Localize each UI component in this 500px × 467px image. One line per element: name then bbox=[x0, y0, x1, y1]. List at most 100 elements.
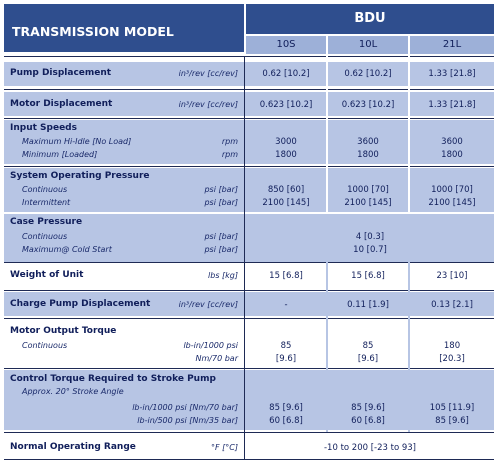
unit: rpm bbox=[221, 150, 238, 159]
column-header-10l: 10L bbox=[358, 39, 378, 50]
unit: in³/rev [cc/rev] bbox=[178, 300, 238, 309]
table-row-band bbox=[4, 62, 494, 86]
value-cell: 0.623 [10.2] bbox=[341, 100, 395, 110]
unit: psi [bar] bbox=[204, 232, 238, 241]
value-cell: 85 bbox=[362, 341, 374, 351]
column-header-cell bbox=[410, 36, 494, 54]
rule bbox=[4, 368, 494, 369]
unit: lb-in/1000 psi [Nm/70 bar] bbox=[132, 403, 238, 412]
model-label: TRANSMISSION MODEL bbox=[12, 24, 174, 39]
value-cell: 180 bbox=[443, 341, 461, 351]
table-row-band bbox=[4, 168, 494, 212]
sublabel: Approx. 20° Stroke Angle bbox=[22, 387, 124, 396]
series-label: BDU bbox=[354, 11, 386, 26]
table-row-band bbox=[4, 292, 494, 316]
value-cell: 3600 bbox=[357, 137, 379, 147]
sublabel: Maximum Hi-Idle [No Load] bbox=[22, 137, 132, 146]
rule bbox=[4, 56, 494, 57]
column-header-10s: 10S bbox=[276, 39, 296, 50]
sublabel: Intermittent bbox=[22, 198, 71, 207]
row-label-charge-pump: Charge Pump Displacement bbox=[10, 299, 151, 309]
unit: °F [°C] bbox=[211, 443, 238, 452]
unit-pump-displacement: in³/rev [cc/rev] bbox=[178, 69, 238, 78]
value-cell: [9.6] bbox=[275, 354, 297, 364]
value-cell: 2100 [145] bbox=[428, 198, 476, 208]
value-cell: 1800 bbox=[357, 150, 379, 160]
table-row-band bbox=[4, 214, 494, 262]
value-cell: [20.3] bbox=[439, 354, 465, 364]
unit: psi [bar] bbox=[204, 198, 238, 207]
row-label-motor-displacement: Motor Displacement bbox=[10, 99, 113, 109]
unit: rpm bbox=[221, 137, 238, 146]
row-label-system-pressure: System Operating Pressure bbox=[10, 171, 150, 181]
row-label-weight: Weight of Unit bbox=[10, 270, 84, 280]
value-cell: 1.33 [21.8] bbox=[428, 100, 476, 110]
value-cell: 0.11 [1.9] bbox=[347, 300, 389, 310]
spec-table: TRANSMISSION MODEL BDU 10S 10L 21L Pump … bbox=[4, 4, 494, 460]
value-cell: 850 [60] bbox=[267, 185, 305, 195]
value-cell: - bbox=[284, 300, 288, 310]
value-cell: 60 [6.8] bbox=[351, 416, 385, 426]
column-divider bbox=[326, 262, 328, 432]
value-cell: 85 [9.6] bbox=[435, 416, 469, 426]
column-divider bbox=[408, 56, 410, 214]
value-cell: 85 bbox=[280, 341, 292, 351]
model-header-cell bbox=[4, 4, 244, 52]
table-row-band bbox=[4, 434, 494, 460]
row-label-pump-displacement: Pump Displacement bbox=[10, 68, 112, 78]
value-cell: 85 [9.6] bbox=[351, 403, 385, 413]
row-label-motor-torque: Motor Output Torque bbox=[10, 326, 117, 336]
value-cell: [9.6] bbox=[357, 354, 379, 364]
column-header-cell bbox=[328, 36, 408, 54]
value-cell: 0.62 [10.2] bbox=[344, 69, 392, 79]
value-cell: 0.13 [2.1] bbox=[431, 300, 473, 310]
rule bbox=[4, 89, 494, 90]
column-divider bbox=[408, 262, 410, 432]
value-cell: 0.62 [10.2] bbox=[262, 69, 310, 79]
value-cell: 3600 bbox=[441, 137, 463, 147]
table-row-band bbox=[4, 370, 494, 430]
rule bbox=[4, 318, 494, 319]
value-cell: 23 [10] bbox=[436, 271, 468, 281]
table-row-band bbox=[4, 92, 494, 116]
table-row-band bbox=[4, 262, 494, 288]
sublabel: Continuous bbox=[22, 185, 68, 194]
value-cell: 15 [6.8] bbox=[351, 271, 385, 281]
unit: lbs [kg] bbox=[208, 271, 238, 280]
column-divider bbox=[244, 56, 245, 460]
row-label-control-torque: Control Torque Required to Stroke Pump bbox=[10, 374, 216, 384]
unit: Nm/70 bar bbox=[195, 354, 238, 363]
column-divider bbox=[326, 56, 328, 214]
value-cell: 1.33 [21.8] bbox=[428, 69, 476, 79]
row-label-case-pressure: Case Pressure bbox=[10, 217, 83, 227]
value-cell: 1000 [70] bbox=[347, 185, 389, 195]
unit: lb-in/500 psi [Nm/35 bar] bbox=[137, 416, 238, 425]
rule bbox=[4, 432, 494, 433]
value-cell: 2100 [145] bbox=[344, 198, 392, 208]
sublabel: Continuous bbox=[22, 232, 68, 241]
rule bbox=[4, 118, 494, 119]
value-cell: 1800 bbox=[275, 150, 297, 160]
value-cell: 2100 [145] bbox=[262, 198, 310, 208]
value-cell: 15 [6.8] bbox=[269, 271, 303, 281]
sublabel: Minimum [Loaded] bbox=[22, 150, 98, 159]
row-label-normal-range: Normal Operating Range bbox=[10, 442, 136, 452]
value-cell: 60 [6.8] bbox=[269, 416, 303, 426]
rule bbox=[4, 262, 494, 263]
unit: psi [bar] bbox=[204, 245, 238, 254]
value-cell: 105 [11.9] bbox=[429, 403, 475, 413]
value-cell: -10 to 200 [-23 to 93] bbox=[323, 443, 416, 453]
sublabel: Continuous bbox=[22, 341, 68, 350]
unit-motor-displacement: in³/rev [cc/rev] bbox=[178, 100, 238, 109]
table-row-band bbox=[4, 320, 494, 366]
table-row-band bbox=[4, 120, 494, 164]
rule bbox=[4, 290, 494, 291]
value-cell: 0.623 [10.2] bbox=[259, 100, 313, 110]
value-cell: 1800 bbox=[441, 150, 463, 160]
value-cell: 4 [0.3] bbox=[355, 232, 385, 242]
series-header-cell bbox=[246, 4, 494, 34]
unit: lb-in/1000 psi bbox=[183, 341, 238, 350]
sublabel: Maximum@ Cold Start bbox=[22, 245, 112, 254]
row-label-input-speeds: Input Speeds bbox=[10, 123, 77, 133]
value-cell: 3000 bbox=[275, 137, 297, 147]
